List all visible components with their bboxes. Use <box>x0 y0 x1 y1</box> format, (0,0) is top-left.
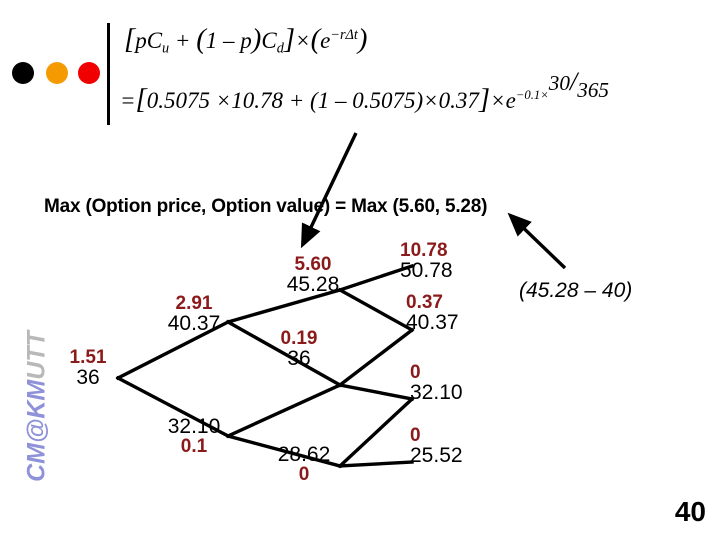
tree-edge-du <box>225 382 343 439</box>
callout-intrinsic-value: (45.28 – 40) <box>519 279 633 302</box>
formula2-exponent-numerator: 30 <box>548 71 570 96</box>
tree-edges <box>115 263 415 469</box>
arrow-callout-to-headline <box>507 212 567 270</box>
formula-one: 1 <box>205 28 218 53</box>
node-stock-price: 40.37 <box>167 312 221 335</box>
tree-node-n2uu: 5.60 45.28 <box>277 255 349 295</box>
formula2-p-value: 0.5075 <box>146 87 210 113</box>
formula-divider <box>107 23 110 125</box>
formula-p2: p <box>240 28 252 53</box>
bullet-orange-icon <box>46 62 68 84</box>
tree-node-n1d: 32.10 0.1 <box>160 416 228 456</box>
formula2-equals: = <box>120 87 136 113</box>
tree-edge-up <box>115 319 231 381</box>
node-option-value: 0 <box>298 464 310 485</box>
node-option-value: 0 <box>410 362 421 383</box>
formula-plus: + <box>174 28 191 53</box>
tree-edge-dd <box>225 433 343 469</box>
node-option-value: 10.78 <box>400 240 448 261</box>
formula-block: [pCu + (1 – p)Cd]×(e−rΔt) =[0.5075 ×10.7… <box>120 24 710 114</box>
formula2-paren-open: ( <box>310 87 318 113</box>
max-headline: Max (Option price, Option value) = Max (… <box>44 196 488 217</box>
tree-edge-ddu <box>337 396 415 469</box>
node-stock-price: 28.62 <box>277 443 331 466</box>
bullet-black-icon <box>12 62 34 84</box>
formula2-cu-value: 10.78 <box>231 87 284 113</box>
formula-exp-close: ) <box>357 23 368 55</box>
node-stock-price: 40.37 <box>406 311 459 334</box>
node-option-value: 0.19 <box>280 328 318 349</box>
tree-node-n2ud: 0.19 36 <box>268 329 330 369</box>
bullet-red-icon <box>78 62 100 84</box>
arrow-formula-to-node <box>300 132 358 249</box>
node-stock-price: 50.78 <box>400 259 453 282</box>
pointer-arrows <box>300 132 567 270</box>
tree-node-n3udd: 0 32.10 <box>410 363 490 403</box>
node-option-value: 5.60 <box>294 254 332 275</box>
tree-node-n1u: 2.91 40.37 <box>160 294 228 334</box>
node-option-value: 2.91 <box>175 293 213 314</box>
formula-paren-close: ) <box>251 23 262 55</box>
formula2-exponent-fraction: 30/365 <box>548 66 609 101</box>
tree-edge-ud <box>225 319 343 388</box>
formula-cu-subscript: u <box>162 40 170 57</box>
node-stock-price: 32.10 <box>410 381 463 404</box>
tree-edge-uud <box>337 287 415 333</box>
formula-line-1: [pCu + (1 – p)Cd]×(e−rΔt) <box>124 24 710 57</box>
formula-cu: C <box>146 28 163 53</box>
formula2-minus: – <box>334 87 347 113</box>
tree-edge-uuu <box>337 263 415 293</box>
bullet-row <box>10 60 120 88</box>
formula2-p-value-2: 0.5075 <box>352 87 416 113</box>
tree-node-n3uud: 0.37 40.37 <box>406 293 486 333</box>
tree-node-n3ddd: 0 25.52 <box>410 426 490 466</box>
formula-p: p <box>135 28 147 53</box>
node-stock-price: 45.28 <box>286 273 340 296</box>
formula2-times-1: × <box>215 87 232 113</box>
node-stock-price: 36 <box>76 366 100 389</box>
tree-edge-ddd <box>338 460 414 468</box>
node-option-value: 0.1 <box>180 436 208 457</box>
node-stock-price: 32.10 <box>167 415 221 438</box>
formula2-exponent-lead: −0.1× <box>515 87 549 102</box>
formula-cd: C <box>261 28 277 53</box>
formula2-one: 1 <box>317 87 330 113</box>
formula-e: e <box>320 28 331 53</box>
formula2-plus: + <box>288 87 305 113</box>
formula2-exponent-slash: / <box>569 66 578 97</box>
tree-node-n3uuu: 10.78 50.78 <box>400 241 480 281</box>
formula-line-2: =[0.5075 ×10.78 + (1 – 0.5075)×0.37]×e−0… <box>120 66 710 115</box>
tree-edge-down <box>115 375 231 439</box>
formula2-cd-value: 0.37 <box>438 87 479 113</box>
formula-open-bracket: [ <box>124 23 136 55</box>
formula2-times-2: × <box>423 87 439 113</box>
formula2-close-bracket: ] <box>478 82 491 115</box>
tree-node-n2dd: 28.62 0 <box>268 444 340 484</box>
formula2-exponent-denominator: 365 <box>577 78 609 103</box>
node-stock-price: 25.52 <box>410 444 463 467</box>
formula-exp-open: ( <box>310 23 321 55</box>
formula-exponent: −rΔt <box>330 27 358 44</box>
formula2-paren-close: ) <box>415 87 424 113</box>
formula2-open-bracket: [ <box>135 82 147 115</box>
node-option-value: 1.51 <box>69 347 107 368</box>
node-stock-price: 36 <box>287 347 311 370</box>
tree-node-n0: 1.51 36 <box>58 348 118 388</box>
tree-edge-uu <box>225 287 343 325</box>
formula2-e: e <box>505 87 516 113</box>
tree-edge-udd <box>338 383 414 401</box>
node-option-value: 0.37 <box>406 292 443 313</box>
formula-paren-open: ( <box>196 23 206 55</box>
formula-minus: – <box>223 28 235 53</box>
node-option-value: 0 <box>410 425 421 446</box>
formula-cd-subscript: d <box>276 40 284 57</box>
formula-times: × <box>295 28 311 53</box>
tree-edge-udu <box>337 327 415 388</box>
formula2-times-3: × <box>490 87 506 113</box>
formula-close-bracket: ] <box>283 23 296 55</box>
page-number: 40 <box>674 496 706 527</box>
